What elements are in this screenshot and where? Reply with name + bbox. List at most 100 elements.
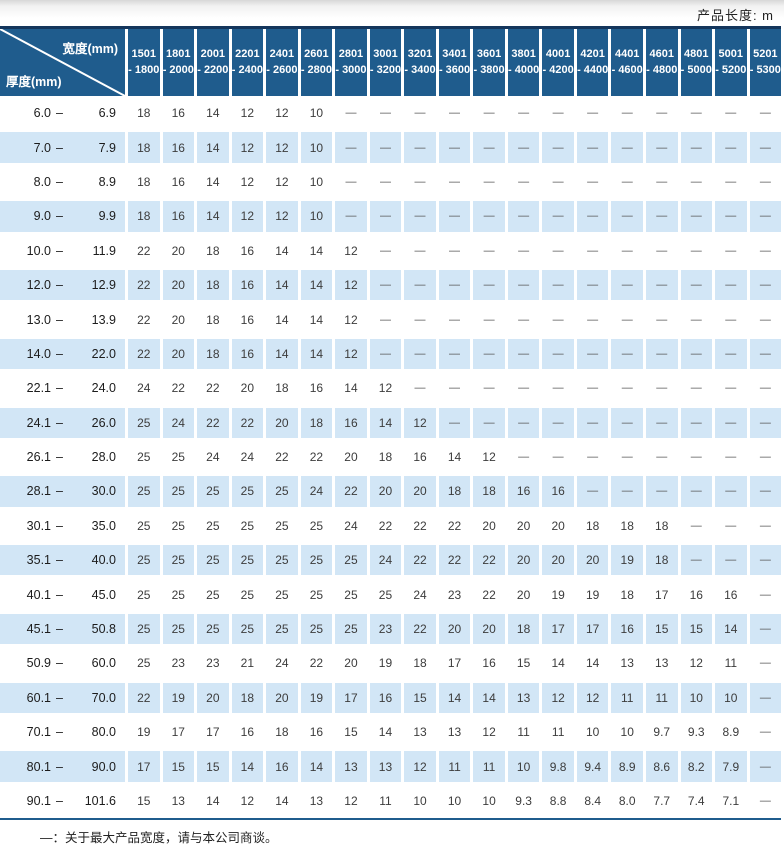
value-cell-dash: —: [621, 244, 633, 257]
value-cell: 25: [300, 613, 333, 645]
value-cell: 12: [576, 682, 609, 714]
value-cell: 16: [231, 269, 264, 301]
value-cell: 12: [275, 106, 289, 121]
value-cell-dash: —: [725, 382, 737, 395]
value-cell: 16: [309, 381, 324, 396]
value-cell: 19: [162, 682, 195, 714]
value-cell: 18: [128, 132, 160, 163]
value-cell-dash: —: [645, 201, 678, 232]
value-cell: 13: [335, 751, 367, 782]
value-cell-dash: —: [414, 175, 426, 188]
value-cell: 25: [266, 476, 298, 507]
table-row: 28.1–30.0 25 25 25 25 25 24 22 20 20 18 18 16 16— — — — —…: [0, 474, 782, 509]
value-cell: 11: [724, 656, 738, 671]
value-cell: 14: [300, 269, 333, 301]
value-cell-dash: —: [414, 244, 426, 257]
value-cell: 20: [542, 545, 574, 576]
value-cell: 22: [197, 407, 229, 438]
value-cell-dash: —: [749, 407, 782, 438]
value-cell: 22: [404, 613, 436, 645]
value-cell-dash: —: [587, 244, 599, 257]
value-cell-dash: —: [690, 175, 702, 188]
value-cell-dash: —: [518, 313, 530, 326]
value-cell: 22: [137, 243, 151, 258]
value-cell-dash: —: [759, 795, 771, 807]
value-cell: 14: [344, 381, 358, 396]
value-cell: 13: [413, 725, 427, 740]
value-cell: 14: [275, 312, 289, 327]
column-headers: 1501- 1800 1801- 2000 2001- 2200 2201- 2400…: [128, 29, 782, 96]
table-row: 26.1–28.0 25 25 24 24 22 22 20 18 16 14 12 — — — — — — — —: [0, 439, 781, 475]
value-cell: 25: [275, 587, 289, 602]
value-cell-dash: —: [369, 132, 402, 163]
value-cell: 22: [171, 381, 185, 396]
value-cell-dash: —: [438, 338, 471, 370]
value-cell: 14: [438, 682, 471, 714]
value-cell: 12: [275, 174, 289, 189]
value-cell: 25: [197, 545, 229, 576]
value-cell: 14: [585, 656, 600, 671]
value-cell-dash: —: [690, 382, 702, 395]
value-cell-dash: —: [690, 451, 702, 464]
table-row: 40.1–45.0 25 25 25 25 25 25 25 25 24 23 22 20 19 19 18 1…: [0, 577, 781, 612]
value-cell: 25: [128, 407, 160, 438]
value-cell: 20: [240, 381, 255, 396]
value-cell-dash: —: [345, 175, 357, 188]
table-row: 9.0–9.9 18 16 14 12 12 10— — — — — — — — — — — — —: [0, 199, 782, 234]
value-cell: 22: [137, 312, 151, 327]
value-cell-dash: —: [725, 313, 737, 326]
value-cell-dash: —: [335, 201, 367, 232]
value-cell: 25: [378, 587, 393, 602]
value-cell-dash: —: [369, 201, 402, 232]
value-cell: 15: [645, 613, 678, 645]
value-cell-dash: —: [680, 407, 713, 438]
value-cell-dash: —: [621, 382, 633, 395]
value-cell: 16: [162, 201, 195, 232]
row-label: 80.1–90.0: [0, 751, 125, 782]
value-cell-dash: —: [507, 201, 540, 232]
value-cell: 25: [231, 545, 264, 576]
value-cell: 17: [335, 682, 367, 714]
value-cell: 10: [309, 106, 324, 121]
row-label: 90.1–101.6: [26, 794, 116, 808]
value-cell: 11: [611, 682, 643, 714]
value-cell: 25: [206, 518, 220, 533]
value-cell: 20: [438, 613, 471, 645]
value-cell-dash: —: [473, 269, 505, 301]
column-header: 3001- 3200: [369, 29, 402, 96]
value-cell: 14: [206, 174, 220, 189]
value-cell: 25: [137, 587, 151, 602]
footer-note: —：关于最大产品宽度，请与本公司商谈。: [40, 831, 278, 845]
value-cell: 17: [128, 751, 160, 782]
value-cell-dash: —: [483, 313, 495, 326]
value-cell: 20: [197, 682, 229, 714]
value-cell: 22: [231, 407, 264, 438]
value-cell-dash: —: [576, 201, 609, 232]
value-cell-dash: —: [759, 313, 771, 326]
value-cell-dash: —: [449, 244, 461, 257]
value-cell: 16: [171, 174, 185, 189]
value-cell: 23: [206, 656, 220, 671]
value-cell: 25: [128, 545, 160, 576]
value-cell: 18: [300, 407, 333, 438]
value-cell: 8.4: [584, 794, 602, 808]
value-cell: 22: [447, 518, 462, 533]
value-cell: 16: [240, 243, 255, 258]
value-cell-dash: —: [759, 107, 771, 120]
value-cell: 16: [482, 656, 496, 671]
value-cell: 20: [516, 587, 531, 602]
value-cell: 8.8: [549, 794, 567, 808]
table-row: 13.0–13.9 22 20 18 16 14 14 12 — — — — — — — — — — — —: [0, 302, 781, 337]
value-cell: 13: [620, 656, 634, 671]
value-cell-dash: —: [759, 244, 771, 257]
spec-table: 宽度(mm) 厚度(mm) 1501- 1800 1801- 2000 2001- …: [0, 26, 782, 821]
value-cell: 12: [231, 132, 264, 163]
value-cell-dash: —: [725, 107, 737, 120]
row-label: 70.1–80.0: [26, 725, 116, 740]
value-cell-dash: —: [611, 201, 643, 232]
value-cell: 25: [162, 613, 195, 645]
column-header: 4001- 4200: [542, 29, 574, 96]
value-cell: 16: [611, 613, 643, 645]
table-row: 30.1–35.0 25 25 25 25 25 25 24 22 22 22 20 20 20 18 18 1…: [0, 508, 781, 544]
value-cell-dash: —: [749, 682, 782, 714]
